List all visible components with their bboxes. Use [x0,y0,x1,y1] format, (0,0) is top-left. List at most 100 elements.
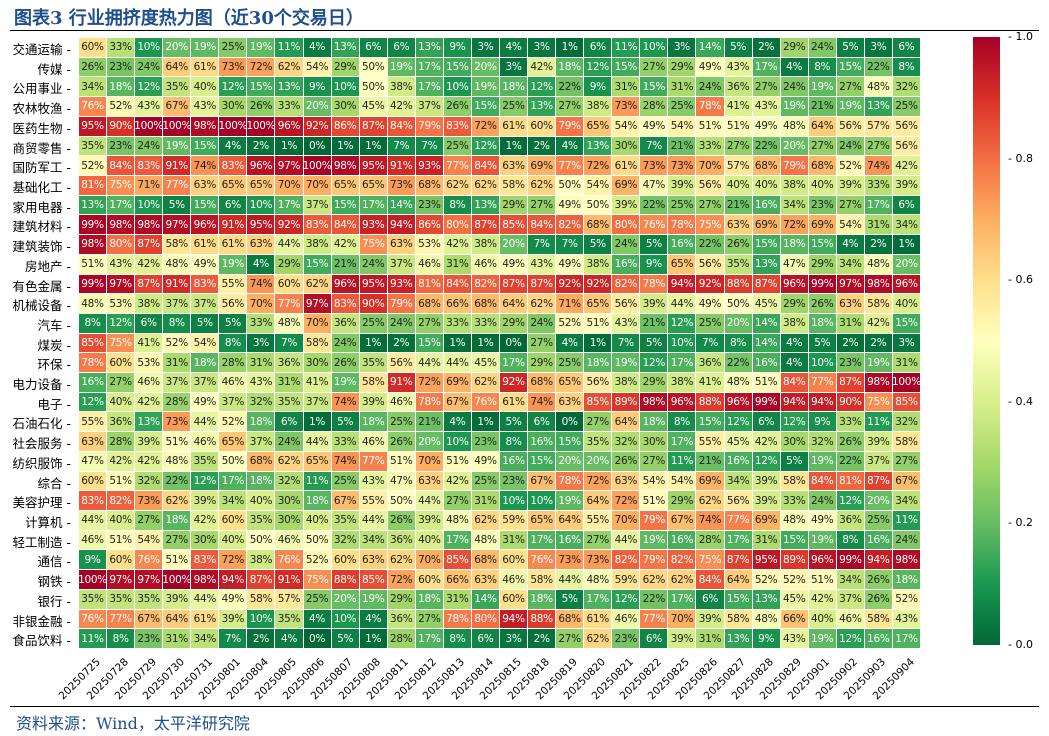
heatmap-cell: 35% [162,76,192,98]
heatmap-cell: 9% [78,549,108,571]
heatmap-cell: 4% [555,332,585,354]
heatmap-cell: 8% [218,332,248,354]
heatmap-cell: 15% [330,194,360,216]
heatmap-cell: 36% [386,529,416,551]
heatmap-cell: 1% [499,135,529,157]
heatmap-cell: 2% [386,332,416,354]
heatmap-cell: 46% [835,608,865,630]
heatmap-cell: 83% [302,214,332,236]
heatmap-cell: 45% [751,293,781,314]
heatmap-cell: 73% [555,549,585,571]
heatmap-cell: 35% [583,431,613,452]
row-label: 汽车 - [37,317,71,333]
heatmap-cell: 65% [667,253,697,275]
heatmap-cell: 49% [807,510,837,531]
heatmap-cell: 38% [611,372,641,393]
colorbar-tick-label: - 1.0 [1008,30,1033,43]
heatmap-cell: 19% [162,135,192,157]
heatmap-cell: 51% [807,569,837,590]
heatmap-cell: 25% [695,312,725,334]
heatmap-cell: 51% [442,450,472,472]
heatmap-cell: 38% [779,312,809,334]
heatmap-cell: 25% [891,96,921,117]
heatmap-cell: 61% [499,115,529,137]
heatmap-cell: 95% [358,155,388,176]
colorbar-tick-label: - 0.8 [1008,151,1033,165]
heatmap-cell: 40% [218,529,248,551]
heatmap-cell: 5% [330,628,360,649]
heatmap-cell: 33% [695,135,725,157]
colorbar [973,37,1000,645]
heatmap-cell: 99% [751,391,781,413]
heatmap-cell: 77% [442,155,472,176]
heatmap-cell: 70% [246,293,276,314]
heatmap-cell: 98% [863,372,893,393]
heatmap-cell: 100% [246,115,276,137]
heatmap-cell: 76% [527,549,557,571]
heatmap-cell: 18% [246,470,276,492]
heatmap-cell: 61% [190,56,220,78]
heatmap-cell: 29% [274,253,304,275]
heatmap-cell: 27% [639,450,669,472]
heatmap-cell: 100% [134,115,163,137]
heatmap-cell: 77% [274,293,304,314]
heatmap-cell: 46% [190,431,220,452]
heatmap-cell: 46% [134,372,164,393]
heatmap-cell: 42% [863,312,893,334]
heatmap-cell: 30% [330,96,360,117]
row-label: 轻工制造 - [12,534,71,550]
heatmap-cell: 24% [779,76,809,98]
heatmap-cell: 72% [470,115,500,137]
heatmap-cell: 13% [134,411,164,433]
heatmap-cell: 69% [442,372,472,393]
heatmap-cell: 74% [330,391,360,413]
source-note: 资料来源：Wind，太平洋研究院 [16,714,250,733]
row-label: 美容护理 - [12,495,71,511]
heatmap-cell: 20% [891,253,921,275]
heatmap-cell: 25% [358,312,388,334]
heatmap-cell: 98% [639,391,669,413]
heatmap-cell: 87% [863,470,893,492]
heatmap-cell: 85% [442,549,472,571]
heatmap-cell: 62% [527,293,557,314]
heatmap-cell: 15% [611,56,641,78]
heatmap-cell: 25% [470,470,500,492]
heatmap-cell: 15% [695,411,725,433]
heatmap-cell: 13% [527,96,557,117]
heatmap-cell: 13% [751,588,781,610]
heatmap-cell: 78% [442,608,472,630]
heatmap-cell: 47% [639,174,669,196]
heatmap-cell: 5% [807,332,837,354]
heatmap-cell: 4% [555,135,585,157]
heatmap-cell: 26% [386,510,416,531]
heatmap-cell: 98% [106,214,136,236]
heatmap-cell: 3% [499,56,529,78]
heatmap-cell: 74% [863,155,893,176]
heatmap-cell: 39% [162,588,192,610]
heatmap-cell: 27% [106,372,136,393]
heatmap-cell: 32% [134,470,164,492]
heatmap-cell: 78% [78,352,108,374]
heatmap-cell: 15% [807,234,837,255]
heatmap-cell: 98% [134,214,164,236]
heatmap-cell: 95% [246,214,276,236]
heatmap-cell: 30% [218,96,248,117]
colorbar-tick-label: - 0.0 [1008,638,1033,651]
heatmap-cell: 64% [162,56,192,78]
heatmap-cell: 66% [779,608,809,630]
heatmap-cell: 46% [78,529,108,551]
heatmap-cell: 93% [358,214,388,236]
heatmap-cell: 68% [583,214,613,236]
heatmap-cell: 63% [611,470,641,492]
heatmap-cell: 9% [751,628,781,649]
heatmap-cell: 38% [779,174,809,196]
heatmap-cell: 21% [667,135,697,157]
heatmap-cell: 59% [611,569,641,590]
heatmap-cell: 91% [162,273,192,295]
heatmap-cell: 21% [330,253,360,275]
heatmap-cell: 4% [302,608,332,630]
heatmap-cell: 64% [162,608,192,630]
heatmap-cell: 14% [751,332,781,354]
heatmap-cell: 82% [555,214,585,236]
heatmap-cell: 26% [246,96,276,117]
